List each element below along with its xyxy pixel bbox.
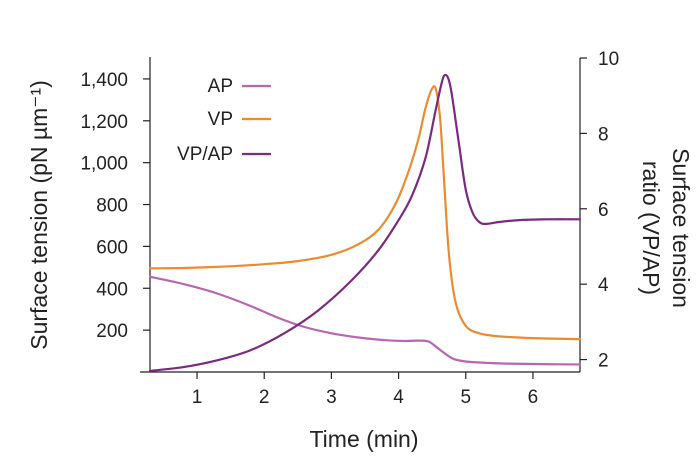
x-tick-label: 1: [192, 387, 203, 408]
left-y-tick-label: 600: [96, 237, 128, 258]
right-y-tick-label: 6: [598, 200, 609, 221]
left-y-tick-label: 800: [96, 196, 128, 217]
left-y-tick-label: 200: [96, 321, 128, 342]
legend-label-vp: VP: [208, 109, 233, 130]
series-lines: [148, 73, 582, 372]
x-tick-label: 6: [528, 387, 539, 408]
right-y-axis-title-line1: Surface tension: [668, 148, 694, 308]
x-axis-title: Time (min): [309, 426, 418, 452]
left-y-tick-label: 1,400: [80, 70, 128, 91]
series-line-vp-ap: [148, 73, 582, 372]
legend-label-vp-ap: VP/AP: [177, 144, 233, 165]
legend-label-ap: AP: [208, 76, 233, 97]
x-tick-label: 3: [326, 387, 337, 408]
x-tick-label: 5: [460, 387, 471, 408]
x-tick-label: 4: [393, 387, 404, 408]
right-y-tick-label: 2: [598, 351, 609, 372]
series-line-vp: [148, 85, 582, 341]
left-y-tick-label: 1,200: [80, 112, 128, 133]
right-y-ticks: 2 4 6 8 10: [580, 49, 619, 372]
x-ticks: 1 2 3 4 5 6: [192, 372, 539, 408]
x-tick-label: 2: [259, 387, 270, 408]
left-y-axis-title: Surface tension (pN µm⁻¹): [26, 80, 52, 350]
right-y-tick-label: 4: [598, 275, 609, 296]
left-y-ticks: 200 400 600 800 1,000 1,200 1,400: [80, 70, 150, 342]
left-y-tick-label: 400: [96, 279, 128, 300]
series-line-ap: [148, 275, 582, 366]
right-y-tick-label: 10: [598, 49, 619, 70]
right-y-tick-label: 8: [598, 124, 609, 145]
legend: AP VP VP/AP: [177, 76, 271, 165]
left-y-tick-label: 1,000: [80, 154, 128, 175]
right-y-axis-title-line2: ratio (VP/AP): [638, 161, 664, 295]
